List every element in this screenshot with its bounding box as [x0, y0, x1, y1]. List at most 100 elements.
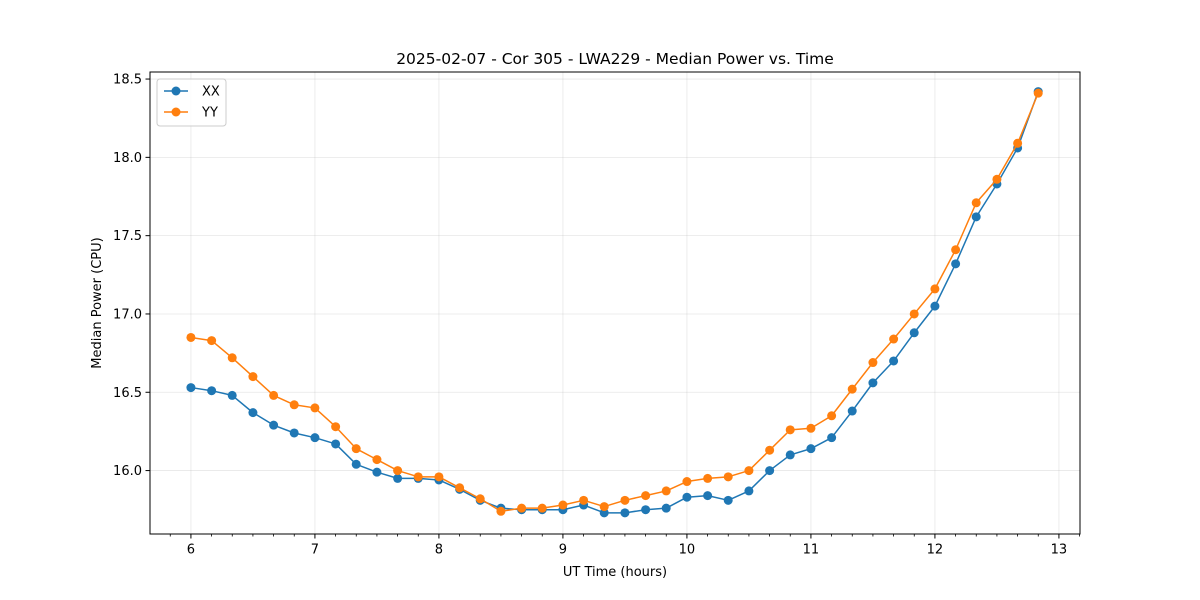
data-point-yy — [868, 358, 878, 368]
data-point-yy — [909, 309, 919, 319]
plot-frame — [149, 71, 1081, 535]
data-point-xx — [723, 495, 733, 505]
data-point-xx — [289, 428, 299, 438]
data-point-yy — [537, 503, 547, 513]
data-point-yy — [889, 334, 899, 344]
data-point-yy — [372, 455, 382, 465]
legend: XX YY — [156, 78, 227, 127]
data-point-xx — [661, 503, 671, 513]
x-tick-label: 9 — [559, 543, 567, 558]
data-point-yy — [971, 198, 981, 208]
data-point-yy — [951, 245, 961, 255]
data-point-xx — [186, 383, 196, 393]
data-point-xx — [641, 505, 651, 515]
series-layer — [186, 87, 1043, 518]
data-point-yy — [1013, 138, 1023, 148]
chart-title: 2025-02-07 - Cor 305 - LWA229 - Median P… — [396, 50, 834, 68]
data-point-yy — [434, 472, 444, 482]
data-point-xx — [744, 486, 754, 496]
data-point-yy — [558, 500, 568, 510]
data-point-yy — [847, 384, 857, 394]
legend-marker-yy — [171, 107, 181, 117]
data-point-xx — [372, 467, 382, 477]
legend-label-xx: XX — [202, 85, 220, 100]
data-point-xx — [331, 439, 341, 449]
data-point-xx — [889, 356, 899, 366]
x-tick-label: 7 — [311, 543, 319, 558]
data-point-yy — [496, 506, 506, 516]
data-point-xx — [765, 466, 775, 476]
data-point-xx — [351, 459, 361, 469]
y-tick-label: 17.0 — [113, 307, 142, 322]
data-point-yy — [723, 472, 733, 482]
y-axis-label: Median Power (CPU) — [90, 237, 105, 368]
x-tick-label: 6 — [187, 543, 195, 558]
data-point-xx — [703, 491, 713, 501]
data-point-xx — [269, 420, 279, 430]
data-point-xx — [207, 386, 217, 396]
data-point-yy — [269, 390, 279, 400]
data-point-yy — [248, 372, 258, 382]
data-point-yy — [992, 174, 1002, 184]
data-point-xx — [951, 259, 961, 269]
data-point-xx — [599, 508, 609, 518]
data-point-xx — [930, 301, 940, 311]
data-point-xx — [227, 390, 237, 400]
data-point-xx — [248, 408, 258, 418]
data-point-xx — [847, 406, 857, 416]
data-point-yy — [351, 444, 361, 454]
data-point-yy — [455, 483, 465, 493]
data-point-xx — [682, 492, 692, 502]
data-point-yy — [827, 411, 837, 421]
data-point-yy — [785, 425, 795, 435]
data-point-yy — [475, 494, 485, 504]
data-point-yy — [620, 495, 630, 505]
x-tick-label: 11 — [803, 543, 820, 558]
data-point-yy — [930, 284, 940, 294]
data-point-yy — [310, 403, 320, 413]
data-point-xx — [785, 450, 795, 460]
y-tick-label: 17.5 — [113, 229, 142, 244]
data-point-xx — [868, 378, 878, 388]
data-point-yy — [1033, 88, 1043, 98]
data-point-xx — [620, 508, 630, 518]
data-point-xx — [393, 473, 403, 483]
gridlines — [150, 72, 1080, 534]
data-point-yy — [207, 336, 217, 346]
x-tick-label: 8 — [435, 543, 443, 558]
legend-marker-xx — [171, 86, 181, 96]
y-tick-label: 18.5 — [113, 73, 142, 88]
data-point-yy — [289, 400, 299, 410]
data-point-yy — [661, 486, 671, 496]
data-point-yy — [413, 472, 423, 482]
data-point-yy — [579, 495, 589, 505]
data-point-yy — [331, 422, 341, 432]
x-tick-label: 13 — [1051, 543, 1068, 558]
y-tick-label: 16.5 — [113, 386, 142, 401]
data-point-yy — [641, 491, 651, 501]
data-point-xx — [310, 433, 320, 443]
data-point-xx — [827, 433, 837, 443]
data-point-yy — [186, 332, 196, 342]
data-point-yy — [227, 353, 237, 363]
data-point-yy — [393, 466, 403, 476]
data-point-yy — [599, 502, 609, 512]
data-point-yy — [517, 503, 527, 513]
data-point-xx — [909, 328, 919, 338]
data-point-yy — [806, 423, 816, 433]
data-point-xx — [806, 444, 816, 454]
data-point-yy — [703, 473, 713, 483]
data-point-yy — [682, 477, 692, 487]
legend-label-yy: YY — [201, 106, 218, 121]
series-line-yy — [190, 92, 1039, 513]
y-tick-label: 16.0 — [113, 464, 142, 479]
y-tick-label: 18.0 — [113, 151, 142, 166]
data-point-xx — [971, 212, 981, 222]
x-axis-label: UT Time (hours) — [563, 565, 667, 580]
data-point-yy — [744, 466, 754, 476]
x-tick-label: 12 — [927, 543, 944, 558]
data-point-yy — [765, 445, 775, 455]
x-tick-label: 10 — [679, 543, 696, 558]
axis-ticks: 6 7 8 9 10 11 12 13 16.0 16.5 17.0 17.5 18.0 18.5 — [113, 73, 1080, 558]
